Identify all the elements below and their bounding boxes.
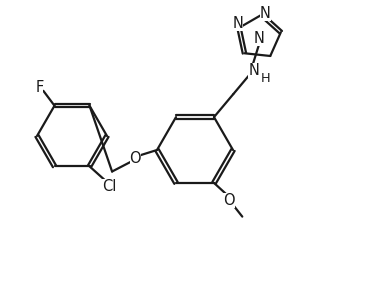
Text: N: N <box>248 63 259 78</box>
Text: O: O <box>223 193 235 208</box>
Text: N: N <box>233 16 243 31</box>
Text: Cl: Cl <box>102 179 117 194</box>
Text: N: N <box>254 31 265 46</box>
Text: F: F <box>35 80 43 95</box>
Text: H: H <box>261 72 270 85</box>
Text: O: O <box>130 151 141 166</box>
Text: N: N <box>260 6 271 21</box>
